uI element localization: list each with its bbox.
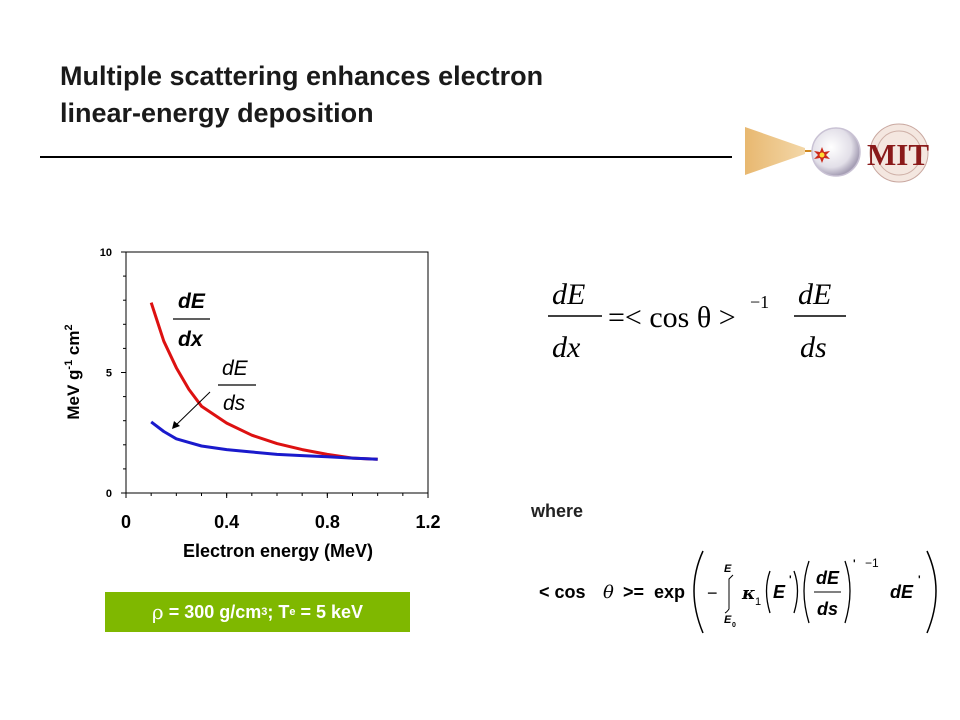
eq2-prime-2: ': [853, 558, 856, 570]
badge-text-1: = 300 g/cm: [163, 601, 262, 622]
eq2-right-paren: [926, 550, 937, 634]
x-tick-label: 1.2: [415, 512, 440, 532]
eq2-lhs: < cos: [539, 582, 586, 602]
eq2-frac-den: ds: [817, 599, 838, 619]
eq1-lhs-numerator: dE: [552, 278, 585, 311]
series-lines: [149, 302, 378, 461]
slide-title: Multiple scattering enhances electron li…: [60, 58, 740, 132]
x-axis-title: Electron energy (MeV): [183, 541, 373, 561]
eq2-exp: exp: [654, 582, 685, 602]
eq2-neg1: −1: [865, 556, 879, 570]
dEds-annotation: dE ds: [218, 357, 256, 415]
eq2-prime-3: ': [918, 574, 921, 586]
eq2-int-lower: E: [724, 614, 732, 626]
x-tick-label: 0: [121, 512, 131, 532]
title-divider: [40, 156, 732, 158]
eq2-eq: >=: [623, 582, 644, 602]
eq2-integral-sign: [724, 574, 734, 614]
title-line-2: linear-energy deposition: [60, 98, 374, 128]
dEdx-annotation: dE dx: [173, 290, 210, 351]
equation-dEdx: dE dx =< cos θ > −1 dE ds: [548, 278, 846, 364]
eq2-frac-num: dE: [816, 568, 840, 588]
eq2-minus: −: [707, 583, 718, 603]
equation-cos-theta: < cos θ >= exp − E E 0 κ 1 E ' dE ds ' −…: [539, 550, 937, 634]
eq1-exponent: −1: [750, 292, 769, 312]
eq2-kappa: κ: [741, 583, 756, 604]
eq2-int-upper: E: [724, 563, 732, 575]
where-label: where: [531, 501, 584, 521]
dEds-numerator: dE: [222, 357, 249, 380]
x-ticks: 0 0.4 0.8 1.2: [121, 493, 441, 532]
x-tick-label: 0.8: [315, 512, 340, 532]
title-line-1: Multiple scattering enhances electron: [60, 61, 544, 91]
series-line-dE-ds: [150, 420, 378, 461]
eq2-kappa-sub: 1: [755, 596, 761, 608]
target-sphere-icon: [811, 127, 861, 177]
badge-text-3: = 5 keV: [295, 601, 364, 622]
rho-symbol: ρ: [151, 600, 164, 624]
dEdx-denominator: dx: [178, 328, 204, 351]
dEdx-numerator: dE: [178, 290, 206, 313]
laser-cone-icon: [745, 127, 805, 175]
mit-seal-icon: [869, 123, 929, 183]
eq2-theta: θ: [603, 582, 614, 603]
eq2-E: E: [773, 582, 786, 602]
eq2-left-paren: [693, 550, 704, 634]
eq2-dE: dE: [890, 582, 914, 602]
burst-icon: [814, 147, 830, 163]
eq1-lhs-denominator: dx: [552, 331, 581, 364]
x-tick-label: 0.4: [214, 512, 239, 532]
y-axis-title: MeV g-1 cm2: [63, 324, 83, 419]
eq1-middle: =< cos θ >: [608, 301, 736, 334]
plot-frame: [125, 251, 429, 494]
energy-deposition-chart: 0 0.4 0.8 1.2 0 5 10 Electron energy (MeV) Me…: [63, 247, 441, 561]
dEds-denominator: ds: [223, 392, 246, 415]
mit-logo-text: MIT: [867, 137, 929, 172]
header-logo-graphic: MIT: [745, 123, 929, 183]
series-line-dE-dx: [149, 302, 378, 461]
eq1-rhs-numerator: dE: [798, 278, 831, 311]
eq2-int-lower-sub: 0: [732, 622, 736, 629]
y-ticks: 0 5 10: [100, 247, 126, 500]
eq1-rhs-denominator: ds: [800, 331, 827, 364]
y-tick-label: 5: [106, 368, 112, 380]
y-tick-label: 10: [100, 247, 112, 259]
y-tick-label: 0: [106, 488, 112, 500]
badge-text-2: ; T: [267, 601, 290, 622]
annotation-arrow: [173, 391, 211, 428]
badge-sup: 3: [261, 606, 268, 618]
badge-sub: e: [289, 606, 296, 618]
eq2-prime-1: ': [789, 574, 792, 586]
